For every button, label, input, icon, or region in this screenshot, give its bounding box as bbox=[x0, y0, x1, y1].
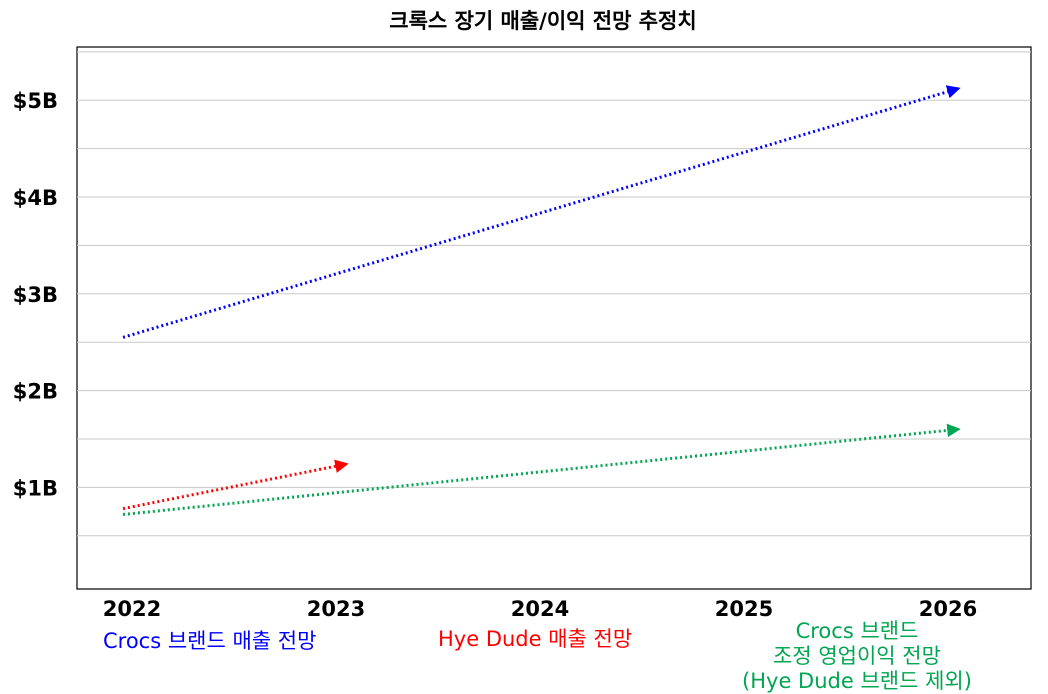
legend-green-line-3: (Hye Dude 브랜드 제외) bbox=[742, 669, 972, 693]
y-tick-label: $4B bbox=[13, 186, 58, 210]
y-tick-label: $2B bbox=[13, 380, 58, 404]
x-axis-tick-labels: 2022 2023 2024 2025 2026 bbox=[103, 597, 977, 621]
x-tick-label: 2022 bbox=[103, 597, 161, 621]
y-tick-label: $5B bbox=[13, 89, 58, 113]
legend-crocs-operating-income: Crocs 브랜드 조정 영업이익 전망 (Hye Dude 브랜드 제외) bbox=[732, 619, 982, 694]
series-line bbox=[122, 85, 961, 339]
plot-area bbox=[76, 46, 1032, 590]
legend-green-line-2: 조정 영업이익 전망 bbox=[773, 644, 941, 668]
series-group bbox=[122, 85, 961, 516]
x-tick-label: 2026 bbox=[919, 597, 977, 621]
legend-crocs-revenue: Crocs 브랜드 매출 전망 bbox=[103, 629, 317, 653]
x-tick-label: 2023 bbox=[307, 597, 365, 621]
y-tick-label: $1B bbox=[13, 476, 58, 500]
x-tick-label: 2025 bbox=[715, 597, 773, 621]
chart-title: 크록스 장기 매출/이익 전망 추정치 bbox=[389, 9, 696, 33]
legend-green-line-1: Crocs 브랜드 bbox=[795, 619, 919, 643]
y-axis-tick-labels: $1B $2B $3B $4B $5B bbox=[13, 89, 58, 500]
legend-heydude-revenue: Hye Dude 매출 전망 bbox=[438, 627, 633, 651]
x-tick-label: 2024 bbox=[511, 597, 569, 621]
y-tick-label: $3B bbox=[13, 283, 58, 307]
gridlines bbox=[77, 51, 1031, 537]
